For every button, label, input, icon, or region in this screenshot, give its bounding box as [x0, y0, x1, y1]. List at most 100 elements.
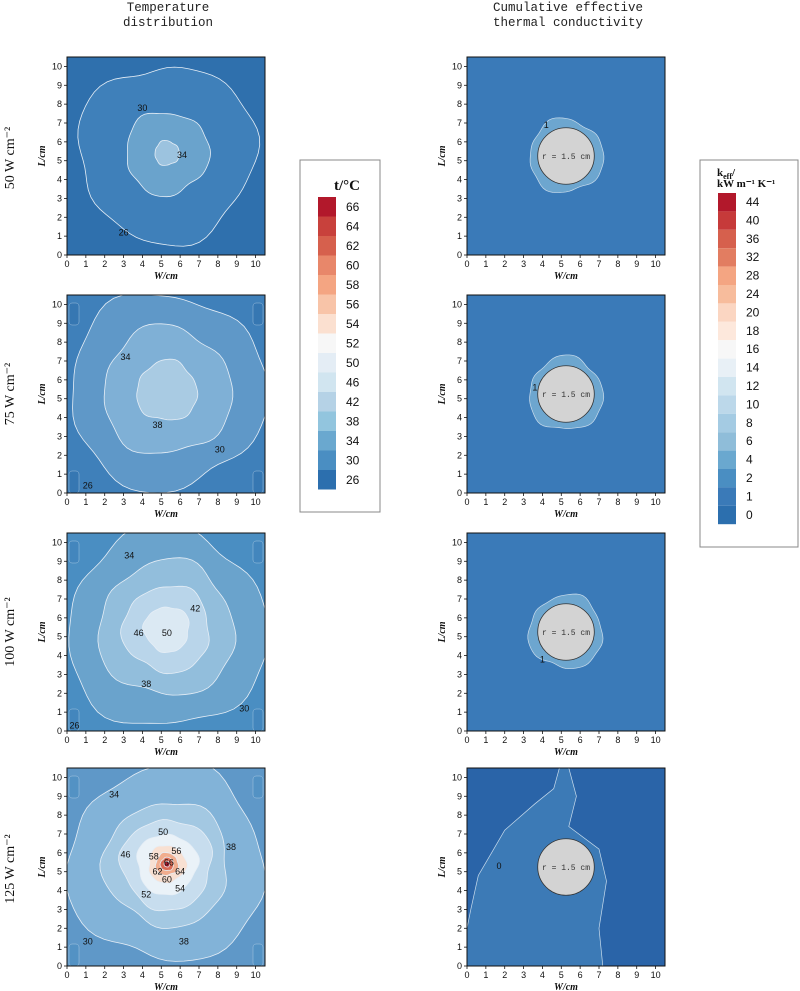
row-label-100: 100 W cm⁻²: [3, 597, 18, 666]
conductivity-panel-1-contour-label: 1: [532, 382, 537, 392]
temperature-panel-0-contour-label: 26: [119, 227, 129, 237]
temperature-panel-1-xtick-label: 9: [234, 497, 239, 507]
conductivity-panel-1-frame: [466, 294, 666, 494]
temperature-panel-1-frame: [66, 294, 266, 494]
temperature-panel-0-ytick-label: 0: [57, 250, 62, 260]
conductivity-panel-1-ylabel: L/cm: [437, 383, 448, 405]
temperature-panel-1-ytick-label: 5: [57, 394, 62, 404]
conductivity-panel-2-contour-label: 1: [540, 654, 545, 664]
temperature-panel-3-xtick-label: 0: [64, 970, 69, 980]
temperature-panel-0-xtick-label: 8: [215, 259, 220, 269]
temperature-colorbar: t/°C 66 64 62 60 58 56 54 52 50 46 42 38 34 30 26: [299, 159, 381, 513]
conductivity-panel-2-frame: [466, 532, 666, 732]
conductivity-colorbar-title-units: kW m⁻¹ K⁻¹: [717, 178, 775, 190]
temperature-panel-2-xtick-label: 6: [178, 735, 183, 745]
temperature-colorbar-tick: 34: [346, 434, 360, 448]
temperature-panel-1-ytick-label: 1: [57, 469, 62, 479]
conductivity-panel-2-ytick-label: 2: [457, 688, 462, 698]
conductivity-panel-0-xtick-label: 4: [540, 259, 545, 269]
conductivity-panel-1-xtick-label: 1: [483, 497, 488, 507]
temperature-panel-3-xtick-label: 3: [121, 970, 126, 980]
temperature-panel-1-ytick-label: 9: [57, 318, 62, 328]
temperature-panel-0-xtick-label: 6: [178, 259, 183, 269]
conductivity-colorbar-tick: 1: [746, 489, 753, 503]
temperature-panel-1-corner-patch: [68, 470, 80, 493]
conductivity-colorbar-tick: 16: [746, 342, 760, 356]
conductivity-panel-1-xtick-label: 5: [559, 497, 564, 507]
temperature-panel-1-xtick-label: 0: [64, 497, 69, 507]
conductivity-panel-0-xtick-label: 7: [596, 259, 601, 269]
conductivity-panel-2-xtick-label: 7: [596, 735, 601, 745]
temperature-panel-3-contour-label: 66: [164, 857, 174, 867]
conductivity-panel-2-xtick-label: 3: [521, 735, 526, 745]
temperature-panel-2-xtick-label: 2: [102, 735, 107, 745]
conductivity-colorbar-tick: 28: [746, 269, 760, 283]
temperature-panel-0-xtick-label: 10: [251, 259, 261, 269]
conductivity-panel-0-contours: r = 1.5 cm: [467, 57, 665, 255]
temperature-colorbar-tick: 62: [346, 239, 360, 253]
temperature-panel-2-xtick-label: 7: [196, 735, 201, 745]
temperature-panel-1-ytick-label: 7: [57, 356, 62, 366]
temperature-panel-3-xtick-label: 2: [102, 970, 107, 980]
temperature-panel-1-xlabel: W/cm: [154, 509, 178, 520]
temperature-colorbar-tick: 50: [346, 356, 360, 370]
temperature-panel-0-contours: [67, 57, 265, 255]
conductivity-panel-3-xtick-label: 7: [596, 970, 601, 980]
conductivity-panel-0-frame: [466, 56, 666, 256]
temperature-panel-3-ytick-label: 10: [52, 772, 62, 782]
temperature-panel-2-xtick-label: 1: [83, 735, 88, 745]
temperature-panel-3-contour-label: 34: [109, 789, 119, 799]
temperature-colorbar-swatch: [318, 411, 336, 431]
temperature-panel-0-ytick-label: 10: [52, 61, 62, 71]
temperature-panel-1-ytick-label: 4: [57, 413, 62, 423]
conductivity-panel-1-ytick-label: 0: [457, 488, 462, 498]
column-title-temperature-line2: distribution: [123, 16, 213, 30]
temperature-panel-1-corner-patch: [252, 302, 264, 326]
conductivity-panel-0-ytick-label: 2: [457, 212, 462, 222]
conductivity-panel-1-xtick-label: 7: [596, 497, 601, 507]
conductivity-colorbar-swatch: [718, 229, 736, 249]
conductivity-panel-3-ytick-label: 3: [457, 904, 462, 914]
temperature-panel-1-xtick-label: 6: [178, 497, 183, 507]
column-title-temperature-line1: Temperature: [127, 1, 210, 15]
temperature-panel-2-xtick-label: 5: [159, 735, 164, 745]
conductivity-colorbar-tick: 4: [746, 453, 753, 467]
conductivity-panel-3-xtick-label: 8: [615, 970, 620, 980]
conductivity-colorbar-tick: 0: [746, 508, 753, 522]
temperature-panel-2-xtick-label: 3: [121, 735, 126, 745]
temperature-panel-2-xtick-label: 4: [140, 735, 145, 745]
conductivity-colorbar-swatch: [718, 193, 736, 212]
conductivity-panel-3-ytick-label: 0: [457, 961, 462, 971]
temperature-panel-2-contour-label: 26: [70, 720, 80, 730]
conductivity-panel-0-ytick-label: 0: [457, 250, 462, 260]
conductivity-colorbar-swatch: [718, 285, 736, 304]
temperature-panel-2-ytick-label: 3: [57, 669, 62, 679]
temperature-colorbar-swatch: [318, 255, 336, 275]
temperature-panel-1-contour-label: 38: [153, 420, 163, 430]
conductivity-colorbar-tick: 2: [746, 471, 753, 485]
temperature-panel-2-ytick-label: 9: [57, 556, 62, 566]
temperature-colorbar-tick: 46: [346, 376, 360, 390]
temperature-panel-2-ylabel: L/cm: [37, 621, 48, 643]
conductivity-panel-1-xtick-label: 9: [634, 497, 639, 507]
conductivity-panel-1-xtick-label: 2: [502, 497, 507, 507]
temperature-panel-1-xtick-label: 4: [140, 497, 145, 507]
temperature-panel-0-xlabel: W/cm: [154, 271, 178, 282]
temperature-panel-0-xtick-label: 7: [196, 259, 201, 269]
temperature-panel-2-ytick-label: 0: [57, 726, 62, 736]
conductivity-panel-1-contours: r = 1.5 cm: [467, 295, 665, 493]
temperature-panel-0-xtick-label: 1: [83, 259, 88, 269]
temperature-colorbar-swatch: [318, 431, 336, 451]
conductivity-panel-0-xtick-label: 2: [502, 259, 507, 269]
conductivity-colorbar-tick: 6: [746, 434, 753, 448]
temperature-panel-0-xtick-label: 4: [140, 259, 145, 269]
temperature-panel-2-ytick-label: 1: [57, 707, 62, 717]
temperature-panel-3-ytick-label: 6: [57, 848, 62, 858]
conductivity-panel-1-xtick-label: 8: [615, 497, 620, 507]
conductivity-panel-2-ytick-label: 4: [457, 651, 462, 661]
temperature-panel-3-ytick-label: 4: [57, 886, 62, 896]
temperature-panel-1-ytick-label: 6: [57, 375, 62, 385]
